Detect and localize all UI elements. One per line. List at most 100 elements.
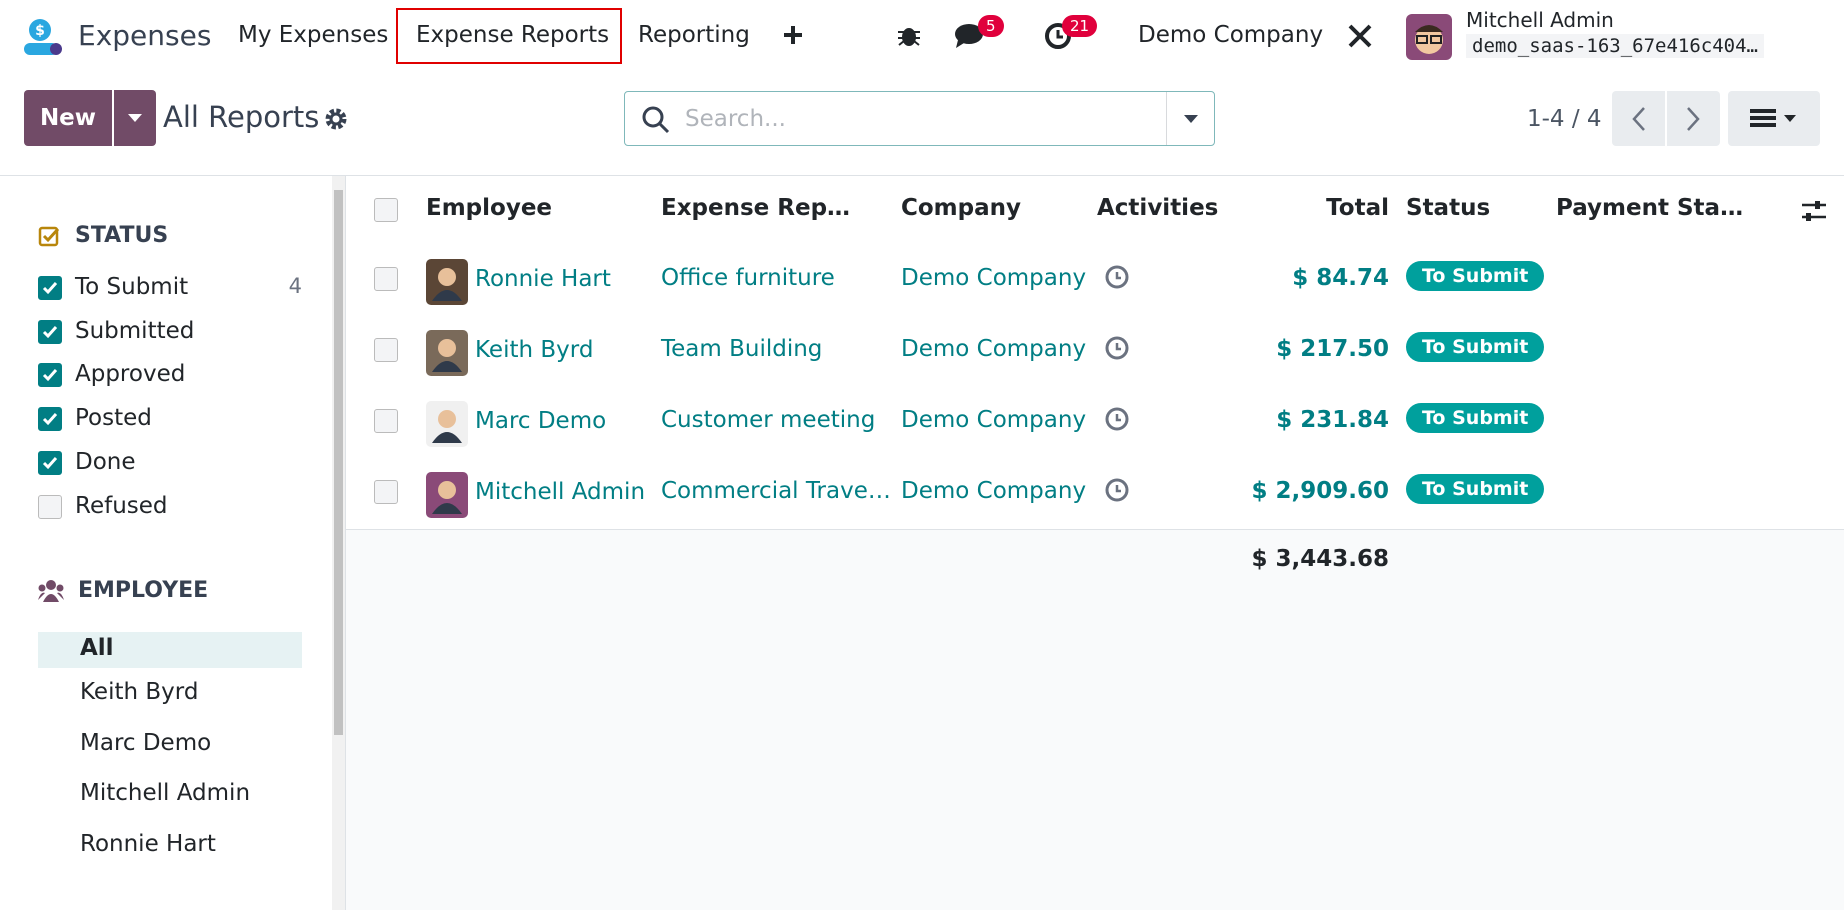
list-view: Employee Expense Rep… Company Activities Tot… <box>346 176 1844 910</box>
total: $ 84.74 <box>1292 265 1389 291</box>
employee-filter[interactable]: Mitchell Admin <box>80 780 251 806</box>
employee-avatar <box>426 259 468 305</box>
employee-filter[interactable]: Ronnie Hart <box>80 830 216 857</box>
row-checkbox[interactable] <box>374 338 398 362</box>
filter-label[interactable]: Submitted <box>75 317 195 344</box>
select-all-checkbox[interactable] <box>374 198 398 222</box>
search-icon <box>642 106 670 134</box>
messages-icon[interactable] <box>954 22 988 50</box>
report-name[interactable]: Commercial Trave… <box>661 478 891 504</box>
filter-label[interactable]: Refused <box>75 492 168 519</box>
company-name[interactable]: Demo Company <box>901 265 1087 291</box>
menu-item[interactable]: My Expenses <box>238 22 389 48</box>
row-checkbox[interactable] <box>374 480 398 504</box>
activity-icon[interactable] <box>1104 477 1130 507</box>
filter-checkbox[interactable] <box>38 363 62 388</box>
search-dropdown[interactable] <box>1167 92 1215 145</box>
company-name[interactable]: Demo Company <box>901 478 1087 504</box>
column-header[interactable]: Employee <box>426 195 553 221</box>
column-header[interactable]: Status <box>1406 195 1491 221</box>
scrollbar <box>332 176 345 910</box>
column-header[interactable]: Expense Rep… <box>661 195 851 221</box>
employee-filter[interactable]: Marc Demo <box>80 729 212 756</box>
status-badge: To Submit <box>1406 332 1545 362</box>
sidebar: STATUS To Submit 4 Submitted Approved Posted D… <box>0 176 332 910</box>
pager-next[interactable] <box>1666 91 1720 146</box>
status-badge: To Submit <box>1406 261 1545 291</box>
employee-filter[interactable]: Keith Byrd <box>80 679 199 705</box>
row-checkbox[interactable] <box>374 409 398 433</box>
filter-checkbox[interactable] <box>38 407 62 432</box>
employee-filter[interactable]: All <box>80 635 114 661</box>
column-header[interactable]: Company <box>901 195 1021 221</box>
menu-item[interactable]: Expense Reports <box>416 22 610 48</box>
employee-name[interactable]: Mitchell Admin <box>475 479 646 505</box>
filter-checkbox[interactable] <box>38 450 62 475</box>
menu-item[interactable]: Reporting <box>638 22 750 48</box>
new-button-group: New <box>24 90 156 146</box>
section-title: EMPLOYEE <box>78 578 209 603</box>
navbar: $ Expenses My Expenses Expense Reports R… <box>0 0 1844 72</box>
view-switcher[interactable] <box>1728 91 1820 146</box>
employee-icon <box>38 578 66 608</box>
filter-label[interactable]: Approved <box>75 361 186 388</box>
activity-icon[interactable] <box>1104 406 1130 436</box>
app-logo: $ <box>24 19 62 55</box>
filter-label[interactable]: To Submit <box>75 274 189 300</box>
new-dropdown[interactable] <box>114 90 156 146</box>
report-name[interactable]: Office furniture <box>661 265 835 291</box>
pager-prev[interactable] <box>1612 91 1666 146</box>
table-row[interactable] <box>346 458 1844 530</box>
filter-checkbox[interactable] <box>38 494 62 519</box>
company-name[interactable]: Demo Company <box>901 407 1087 433</box>
user-name: Mitchell Admin <box>1466 8 1614 32</box>
debug-icon[interactable] <box>896 22 922 48</box>
pager-buttons <box>1612 91 1720 146</box>
app-name: Expenses <box>78 19 212 52</box>
divider <box>1166 92 1167 145</box>
optional-columns-toggle[interactable] <box>1800 198 1828 228</box>
total: $ 231.84 <box>1276 407 1389 433</box>
status-icon <box>38 224 62 252</box>
filter-label[interactable]: Done <box>75 448 136 475</box>
search-box[interactable]: Search... <box>624 91 1215 146</box>
employee-avatar <box>426 401 468 447</box>
section-title: STATUS <box>75 223 169 248</box>
column-header[interactable]: Total <box>1326 195 1389 221</box>
divider <box>1665 91 1667 146</box>
report-name[interactable]: Customer meeting <box>661 407 876 433</box>
search-placeholder: Search... <box>685 106 786 132</box>
activity-icon[interactable] <box>1104 335 1130 365</box>
gear-icon[interactable] <box>324 107 348 131</box>
check-mark <box>42 369 58 382</box>
filter-checkbox[interactable] <box>38 276 62 300</box>
company-switcher[interactable]: Demo Company <box>1138 22 1324 48</box>
filter-label[interactable]: Posted <box>75 405 152 432</box>
employee-name[interactable]: Marc Demo <box>475 408 607 434</box>
employee-name[interactable]: Keith Byrd <box>475 337 594 363</box>
new-button[interactable]: New <box>39 105 97 131</box>
settings-tools[interactable] <box>1346 22 1374 50</box>
employee-avatar <box>426 472 468 518</box>
total: $ 2,909.60 <box>1251 478 1389 504</box>
separator <box>0 175 1844 176</box>
selected-row <box>38 632 302 668</box>
table-header <box>346 176 1844 246</box>
report-name[interactable]: Team Building <box>661 336 823 362</box>
column-header[interactable]: Activities <box>1097 195 1219 221</box>
messages-badge: 5 <box>978 15 1004 37</box>
add-menu[interactable] <box>782 24 804 46</box>
company-name[interactable]: Demo Company <box>901 336 1087 362</box>
total: $ 217.50 <box>1276 336 1389 362</box>
scrollbar-thumb[interactable] <box>334 190 343 735</box>
table-row[interactable] <box>346 316 1844 388</box>
status-badge: To Submit <box>1406 474 1545 504</box>
divider <box>345 176 346 910</box>
column-header[interactable]: Payment Sta… <box>1556 195 1744 221</box>
row-checkbox[interactable] <box>374 267 398 291</box>
user-avatar[interactable] <box>1406 14 1452 60</box>
activity-icon[interactable] <box>1104 264 1130 294</box>
employee-name[interactable]: Ronnie Hart <box>475 266 611 292</box>
filter-checkbox[interactable] <box>38 319 62 344</box>
